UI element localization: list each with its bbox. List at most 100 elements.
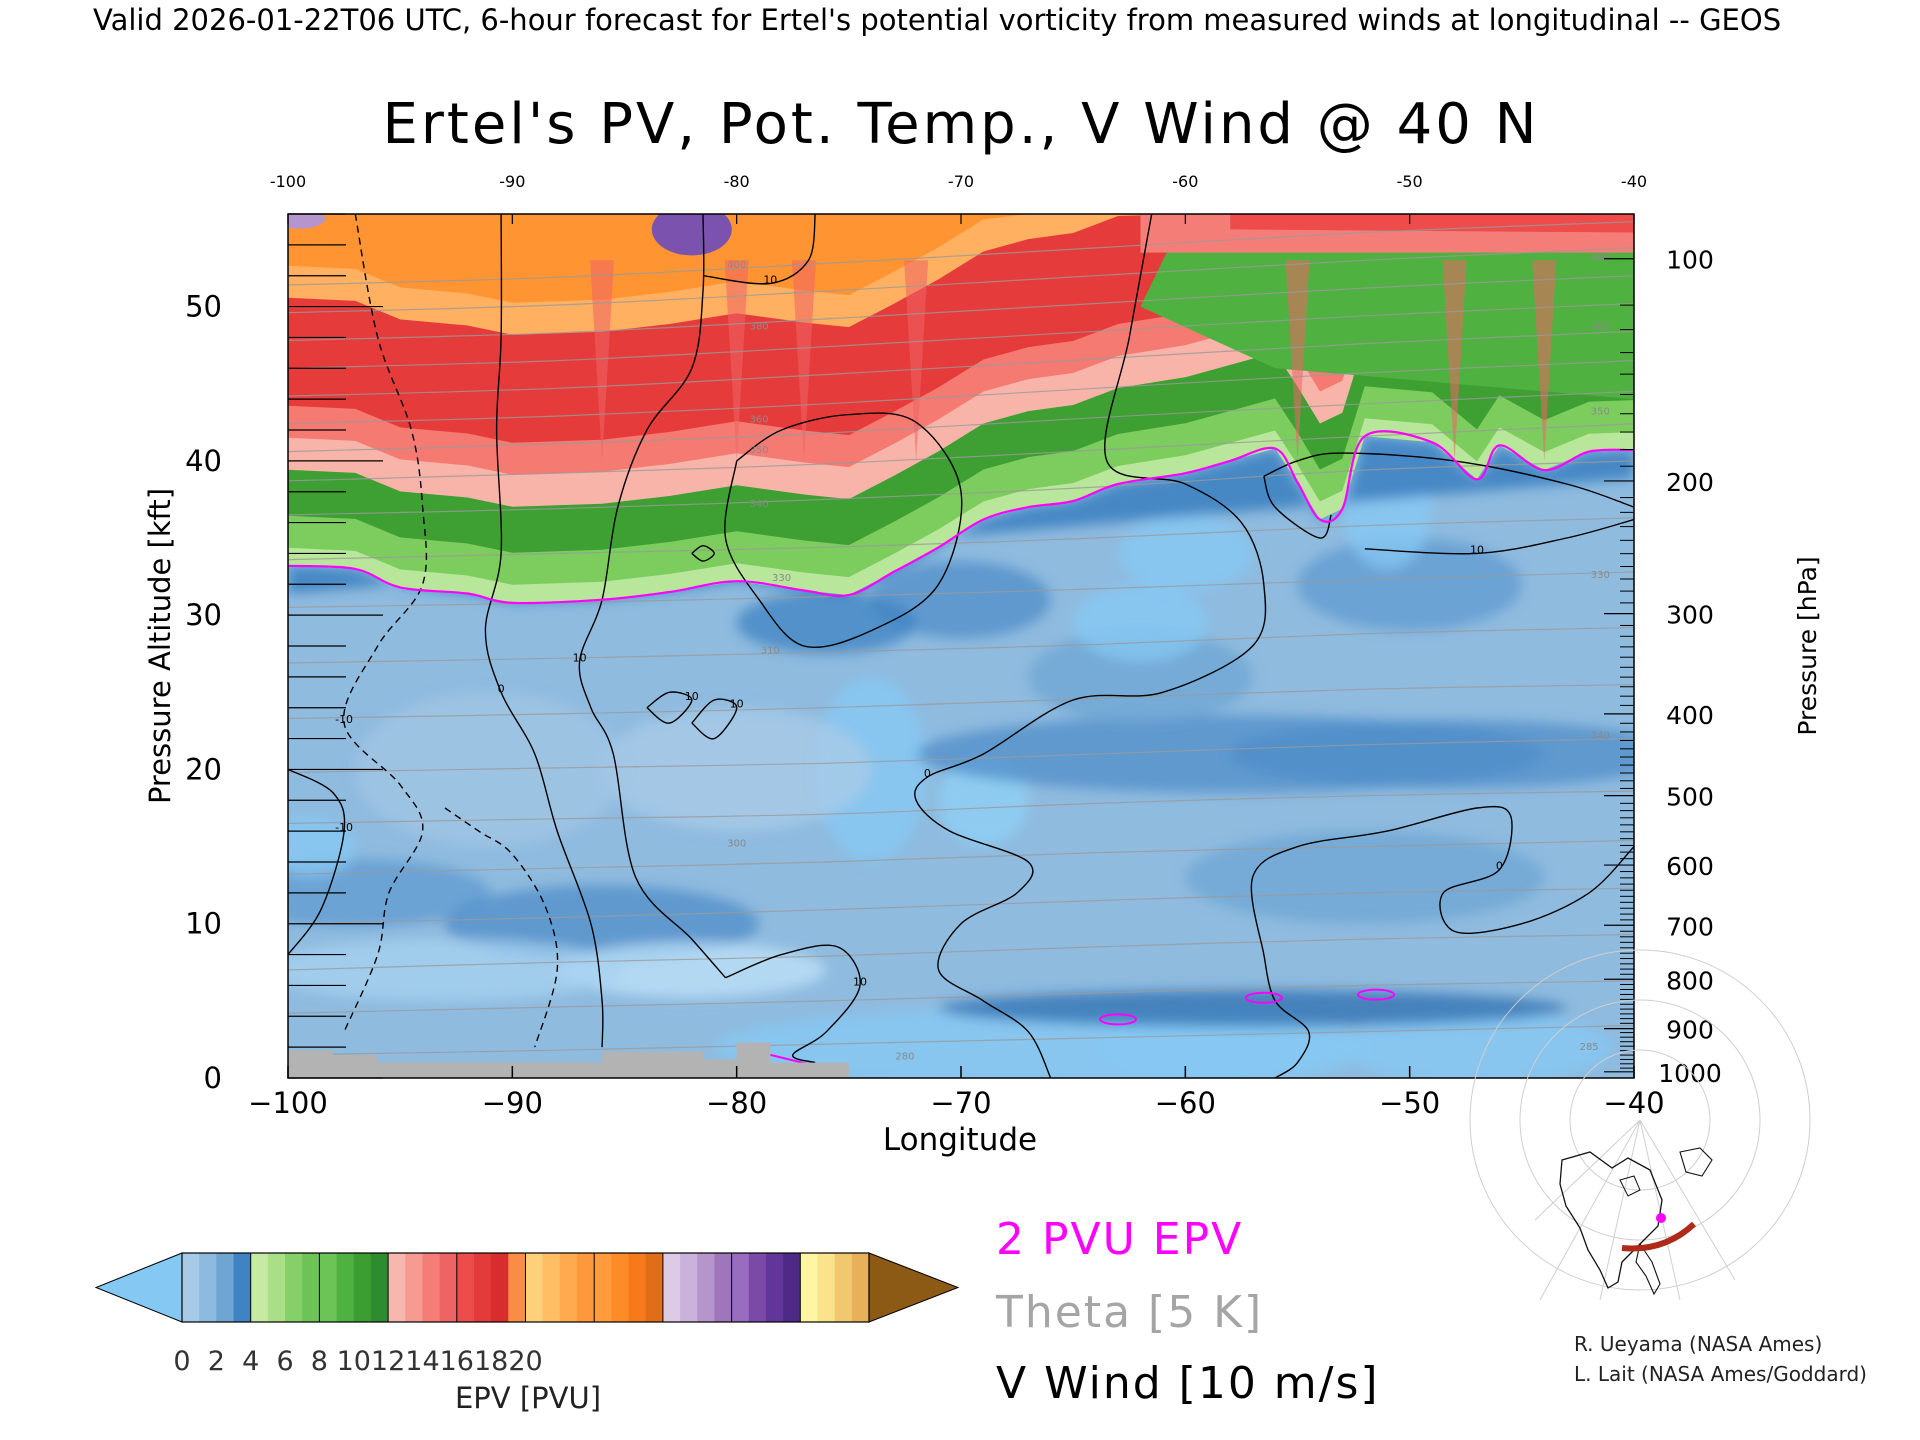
colorbar-bin (731, 1253, 750, 1322)
pressure-tick-label: 500 (1666, 783, 1714, 812)
y-tick-label: 0 (204, 1061, 222, 1095)
colorbar-bin (542, 1253, 561, 1322)
colorbar-tick-label: 6 (276, 1346, 293, 1377)
vwind-contour-1 (444, 807, 559, 1048)
vwind-label-10: 0 (1496, 860, 1503, 873)
y-tick-label: 50 (185, 290, 222, 324)
valid-header: Valid 2026-01-22T06 UTC, 6-hour forecast… (93, 3, 1781, 37)
colorbar-bin (199, 1253, 217, 1322)
pressure-tick-label: 400 (1666, 701, 1714, 730)
theta-line-15 (288, 330, 1634, 397)
theta-line-5 (288, 790, 1634, 824)
axes: −100 −90 −80 −70 −60 −50 −40-100 -90 -80 -70 -60 -5… (185, 172, 1722, 1120)
tropo-patch-19 (1185, 831, 1545, 924)
red-streak-2 (791, 260, 816, 461)
vwind-label-6: 0 (924, 767, 931, 780)
tropo-patch-18 (938, 990, 1567, 1028)
band-red-east-edge (1230, 214, 1634, 233)
pressure-tick-label: 300 (1666, 601, 1714, 630)
colorbar-bin (628, 1253, 647, 1322)
vwind-contour-0 (343, 214, 428, 1032)
vwind-contour-10 (1250, 805, 1634, 955)
vwind-contour-5 (724, 412, 963, 648)
map-cross-section-track (1621, 1221, 1697, 1252)
location-map-inset (1469, 949, 1811, 1301)
colorbar-bin (525, 1253, 544, 1322)
terrain-fill (288, 1042, 849, 1078)
vwind-contour-13 (725, 944, 861, 1064)
vwind-contour-2 (484, 214, 604, 1048)
vwind-label-9: 10 (1470, 543, 1484, 556)
theta-label-3: 330 (772, 573, 791, 584)
theta-label-10: 340 (1591, 731, 1610, 742)
colorbar-tick-label: 10 (337, 1346, 371, 1377)
theta-label-1: 300 (727, 839, 746, 850)
vwind-contour-9 (1364, 518, 1634, 555)
y-axis-label-right: Pressure [hPa] (1793, 556, 1822, 735)
top-tick-label: -40 (1621, 172, 1647, 191)
y-axis-label-left: Pressure Altitude [kft] (143, 488, 177, 804)
vwind-label-0: -10 (335, 713, 353, 726)
pressure-tick-label: 800 (1666, 966, 1714, 995)
theta-line-19 (288, 221, 1634, 286)
terrain (288, 1042, 849, 1078)
colorbar-bin (182, 1253, 200, 1322)
y-tick-label: 40 (185, 444, 222, 478)
pressure-tick-label: 100 (1666, 246, 1714, 275)
vwind-contour-3 (578, 214, 727, 979)
x-tick-label: −40 (1603, 1086, 1664, 1120)
colorbar-bin (473, 1253, 492, 1322)
colorbar-bin (250, 1253, 269, 1322)
tropo-patch-4 (815, 676, 928, 862)
theta-line-13 (288, 390, 1634, 453)
theta-line-7 (288, 684, 1634, 720)
red-streak-0 (590, 260, 615, 461)
tropo-patch-20 (602, 707, 872, 832)
x-axis-label: Longitude (883, 1122, 1037, 1158)
colorbar-label: EPV [PVU] (455, 1381, 601, 1415)
red-streak-5 (1442, 260, 1467, 461)
band-orange (288, 214, 1634, 303)
tropo-patch-14 (1230, 720, 1634, 788)
theta-line-6 (288, 738, 1634, 774)
vwind-contour-6 (914, 214, 1267, 1078)
theta-label-12: 380 (1591, 322, 1610, 333)
colorbar-bin (353, 1253, 372, 1322)
colorbar-bin (439, 1253, 458, 1322)
colorbar-bin (817, 1253, 836, 1322)
red-streak-4 (1285, 260, 1310, 461)
colorbar-bin (456, 1253, 475, 1322)
map-marker (1656, 1213, 1666, 1223)
pv-2-blob-1 (1244, 991, 1283, 1004)
colorbar-tick-label: 18 (474, 1346, 508, 1377)
tropo-patch-17 (1118, 514, 1253, 593)
chart-title: Ertel's PV, Pot. Temp., V Wind @ 40 N (382, 92, 1539, 157)
theta-line-1 (288, 980, 1634, 1014)
pressure-tick-label: 200 (1666, 468, 1714, 497)
tropo-patch-12 (871, 561, 1051, 639)
colorbar-bin (748, 1253, 767, 1322)
theta-label-0: 280 (895, 1051, 914, 1062)
tropo-patch-2 (557, 942, 827, 998)
colorbar-tick-label: 4 (242, 1346, 259, 1377)
vwind-contour-11 (1263, 954, 1311, 1078)
top-tick-label: -80 (724, 172, 750, 191)
theta-label-11: 350 (1591, 407, 1610, 418)
colorbar-bin (714, 1253, 733, 1322)
theta-label-6: 360 (750, 414, 769, 425)
purple-blob (651, 214, 732, 256)
colorbar-tick-label: 20 (508, 1346, 542, 1377)
colorbar-bin (800, 1253, 818, 1322)
colorbar-bin (319, 1253, 338, 1322)
theta-line-18 (288, 247, 1634, 314)
colorbar: 0 2 4 6 8 10 12 14 16 18 20 (94, 1252, 960, 1377)
x-tick-label: −100 (248, 1086, 328, 1120)
y-tick-label: 30 (185, 598, 222, 632)
colorbar-over-arrow (868, 1252, 960, 1323)
colorbar-under-arrow (94, 1252, 183, 1323)
vwind-contour-14 (646, 691, 693, 724)
vwind-contour-8 (1263, 476, 1332, 539)
colorbar-tick-label: 8 (311, 1346, 328, 1377)
x-tick-label: −50 (1379, 1086, 1440, 1120)
